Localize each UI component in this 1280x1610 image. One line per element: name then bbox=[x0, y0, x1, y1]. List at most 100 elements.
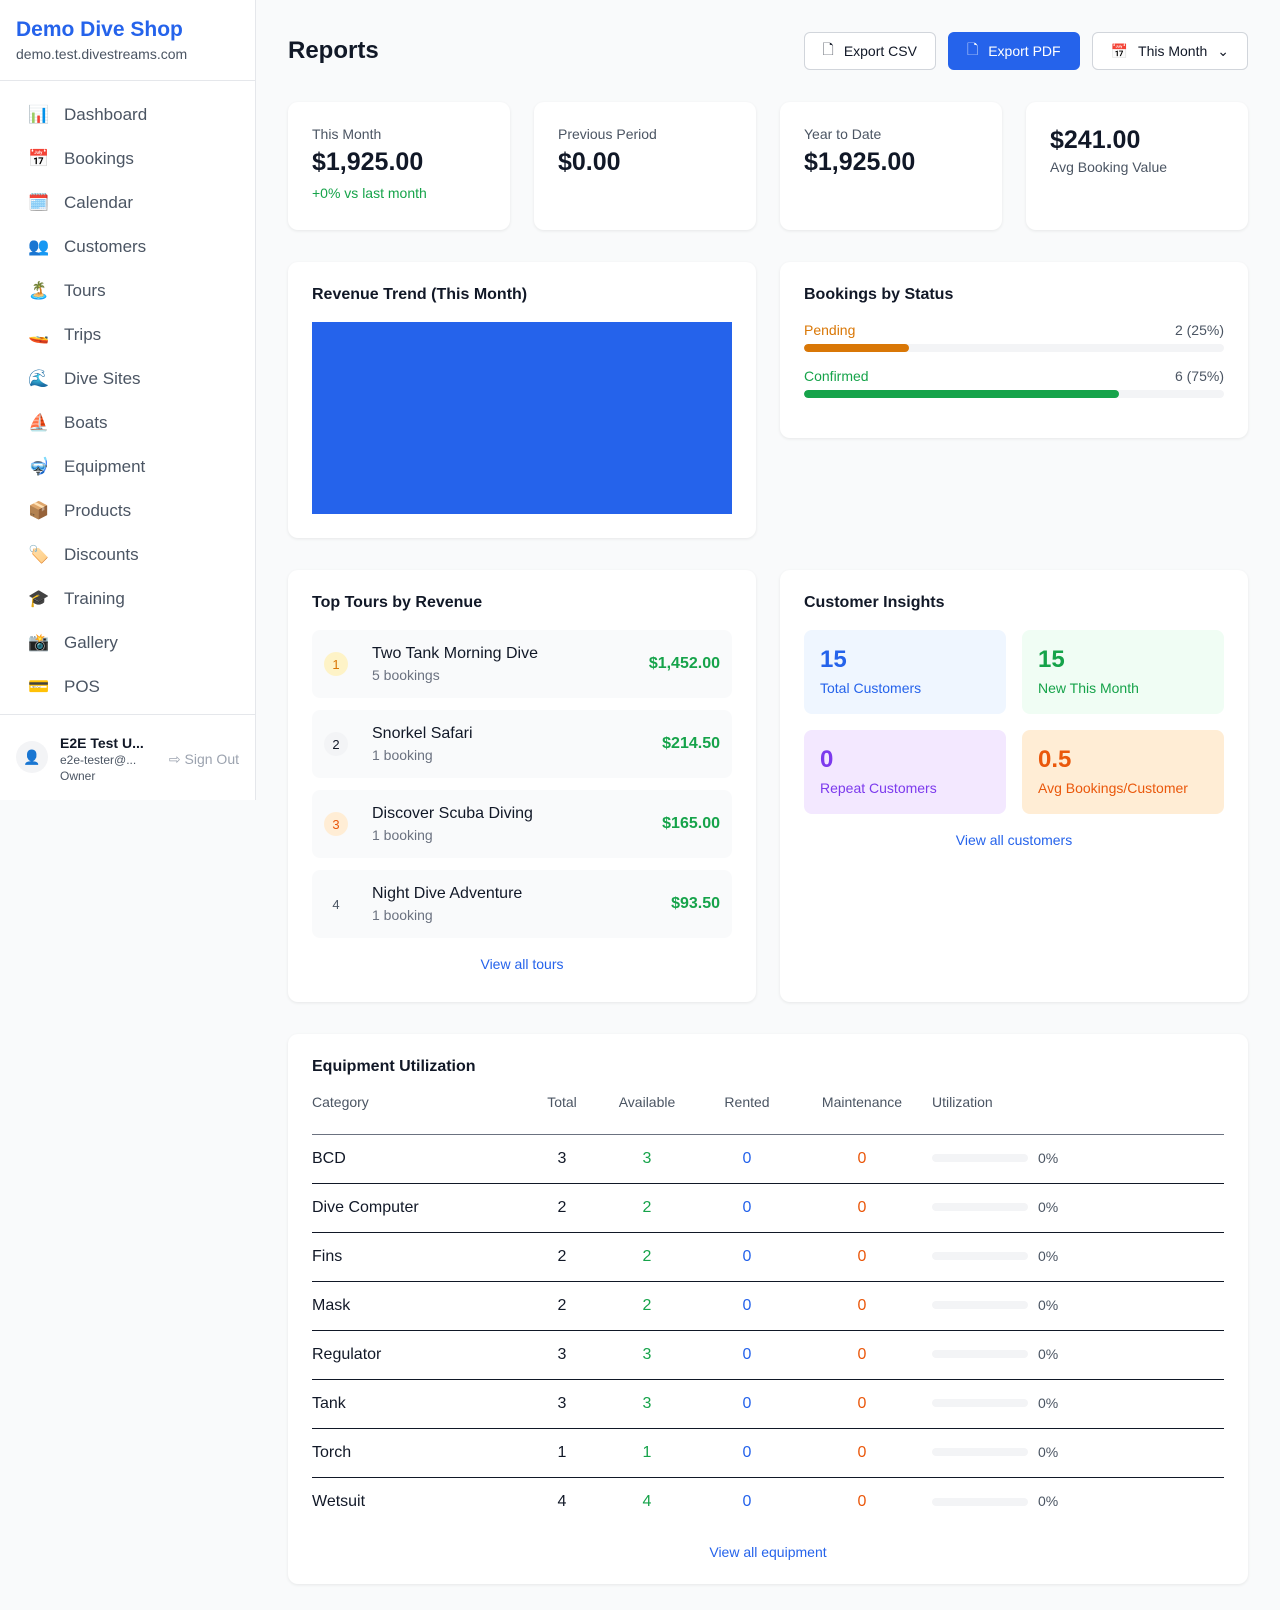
cell: Torch bbox=[312, 1428, 532, 1478]
utilization-percent: 0% bbox=[1038, 1394, 1059, 1411]
cell: 3 bbox=[592, 1134, 702, 1184]
sidebar-item-gallery[interactable]: 📸 Gallery bbox=[16, 621, 239, 665]
tour-item[interactable]: 3 Discover Scuba Diving 1 booking $165.00 bbox=[312, 790, 732, 858]
cell: Dive Computer bbox=[312, 1183, 532, 1233]
export-pdf-button[interactable]: 🗋 Export PDF bbox=[947, 32, 1080, 70]
sidebar-item-discounts[interactable]: 🏷️ Discounts bbox=[16, 533, 239, 577]
sidebar-item-dashboard[interactable]: 📊 Dashboard bbox=[16, 93, 239, 137]
table-row: Mask 2 2 0 0 0% bbox=[312, 1281, 1224, 1331]
pos-icon: 💳 bbox=[28, 677, 50, 696]
status-label: Confirmed bbox=[804, 368, 869, 384]
status-progress-fill bbox=[804, 390, 1119, 398]
sidebar-item-label: Trips bbox=[64, 325, 102, 344]
cell: 0 bbox=[792, 1232, 932, 1282]
sidebar-item-label: POS bbox=[64, 677, 100, 696]
dive-sites-icon: 🌊 bbox=[28, 369, 50, 388]
tour-rank-badge: 1 bbox=[324, 652, 348, 676]
sidebar-item-label: Discounts bbox=[64, 545, 139, 564]
page-title: Reports bbox=[288, 37, 379, 64]
insight-box: 0 Repeat Customers bbox=[804, 730, 1006, 814]
period-select[interactable]: 📅 This Month ⌄ bbox=[1091, 32, 1248, 70]
sidebar: Demo Dive Shop demo.test.divestreams.com… bbox=[0, 0, 256, 800]
utilization-bar bbox=[932, 1448, 1028, 1457]
insight-label: Total Customers bbox=[820, 680, 922, 696]
tour-item[interactable]: 2 Snorkel Safari 1 booking $214.50 bbox=[312, 710, 732, 778]
brand-domain: demo.test.divestreams.com bbox=[16, 46, 188, 62]
insights-title: Customer Insights bbox=[804, 594, 945, 611]
tour-item[interactable]: 4 Night Dive Adventure 1 booking $93.50 bbox=[312, 870, 732, 938]
logout-icon: ⇨ bbox=[168, 751, 181, 767]
sidebar-item-calendar[interactable]: 🗓️ Calendar bbox=[16, 181, 239, 225]
brand: Demo Dive Shop demo.test.divestreams.com bbox=[0, 0, 255, 81]
sidebar-item-bookings[interactable]: 📅 Bookings bbox=[16, 137, 239, 181]
sidebar-item-label: Gallery bbox=[64, 633, 118, 652]
bookings-status-card: Bookings by Status Pending 2 (25%) Confirm… bbox=[780, 262, 1248, 438]
stat-value: $1,925.00 bbox=[312, 148, 424, 176]
cell: 4 bbox=[642, 1492, 652, 1510]
sidebar-item-training[interactable]: 🎓 Training bbox=[16, 577, 239, 621]
tour-info: Snorkel Safari 1 booking bbox=[372, 725, 662, 763]
sidebar-item-customers[interactable]: 👥 Customers bbox=[16, 225, 239, 269]
sidebar-item-equipment[interactable]: 🤿 Equipment bbox=[16, 445, 239, 489]
table-row: Tank 3 3 0 0 0% bbox=[312, 1379, 1224, 1429]
sidebar-item-label: Equipment bbox=[64, 457, 146, 476]
utilization-percent: 0% bbox=[1038, 1247, 1059, 1264]
utilization-cell: 0% bbox=[932, 1232, 1224, 1282]
sidebar-item-products[interactable]: 📦 Products bbox=[16, 489, 239, 533]
stat-year-to-date: Year to Date $1,925.00 bbox=[780, 102, 1002, 230]
table-row: Fins 2 2 0 0 0% bbox=[312, 1232, 1224, 1282]
view-all-equipment-link[interactable]: View all equipment bbox=[709, 1544, 827, 1560]
cell: 2 bbox=[592, 1232, 702, 1282]
cell: 0 bbox=[702, 1232, 792, 1282]
tour-bookings: 1 booking bbox=[372, 747, 433, 763]
cell: 0 bbox=[792, 1281, 932, 1331]
column-header-utilization: Utilization bbox=[932, 1094, 1224, 1135]
cell: 3 bbox=[592, 1379, 702, 1429]
cell: 3 bbox=[592, 1330, 702, 1380]
equipment-icon: 🤿 bbox=[28, 457, 50, 476]
view-all-customers-link[interactable]: View all customers bbox=[955, 832, 1073, 848]
top-tours-card: Top Tours by Revenue 1 Two Tank Morning D… bbox=[288, 570, 756, 1002]
stat-value: $0.00 bbox=[558, 148, 621, 176]
tour-revenue: $1,452.00 bbox=[648, 655, 720, 672]
user-role: Owner bbox=[60, 769, 96, 783]
insight-value: 0.5 bbox=[1038, 746, 1072, 773]
equipment-table: Category Total Available Rented Maintenance U… bbox=[312, 1094, 1224, 1526]
sign-out-button[interactable]: ⇨ Sign Out bbox=[169, 751, 239, 768]
training-icon: 🎓 bbox=[28, 589, 50, 608]
stat-change: +0% vs last month bbox=[312, 185, 427, 201]
sidebar-item-boats[interactable]: ⛵ Boats bbox=[16, 401, 239, 445]
sidebar-item-pos[interactable]: 💳 POS bbox=[16, 665, 239, 709]
cell: Fins bbox=[312, 1232, 532, 1282]
tour-revenue: $165.00 bbox=[662, 815, 720, 832]
sidebar-item-dive-sites[interactable]: 🌊 Dive Sites bbox=[16, 357, 239, 401]
tour-item[interactable]: 1 Two Tank Morning Dive 5 bookings $1,452.0… bbox=[312, 630, 732, 698]
dashboard-icon: 📊 bbox=[28, 105, 50, 124]
utilization-bar bbox=[932, 1252, 1028, 1261]
insight-box: 15 New This Month bbox=[1022, 630, 1224, 714]
export-csv-button[interactable]: 🗋 Export CSV bbox=[803, 32, 936, 70]
tour-rank-badge: 2 bbox=[324, 732, 348, 756]
table-row: Wetsuit 4 4 0 0 0% bbox=[312, 1477, 1224, 1526]
products-icon: 📦 bbox=[28, 501, 50, 520]
gallery-icon: 📸 bbox=[28, 633, 50, 652]
sidebar-item-tours[interactable]: 🏝️ Tours bbox=[16, 269, 239, 313]
cell: Tank bbox=[312, 1379, 532, 1429]
utilization-percent: 0% bbox=[1038, 1296, 1059, 1313]
cell: 2 bbox=[532, 1281, 592, 1331]
view-all-tours-link[interactable]: View all tours bbox=[480, 956, 564, 972]
cell: 2 bbox=[532, 1183, 592, 1233]
insight-value: 15 bbox=[820, 646, 847, 673]
user-panel: 👤 E2E Test U... e2e-tester@... Owner ⇨ S… bbox=[0, 714, 255, 803]
tour-bookings: 1 booking bbox=[372, 827, 433, 843]
brand-name[interactable]: Demo Dive Shop bbox=[16, 18, 183, 41]
stat-value: $1,925.00 bbox=[804, 148, 916, 176]
cell: 0 bbox=[792, 1183, 932, 1233]
tour-info: Discover Scuba Diving 1 booking bbox=[372, 805, 662, 843]
cell: 0 bbox=[742, 1492, 752, 1510]
cell: 0 bbox=[702, 1183, 792, 1233]
revenue-chart-bar bbox=[312, 322, 732, 514]
cell: 0 bbox=[702, 1134, 792, 1184]
sidebar-item-trips[interactable]: 🚤 Trips bbox=[16, 313, 239, 357]
discounts-icon: 🏷️ bbox=[28, 545, 50, 564]
